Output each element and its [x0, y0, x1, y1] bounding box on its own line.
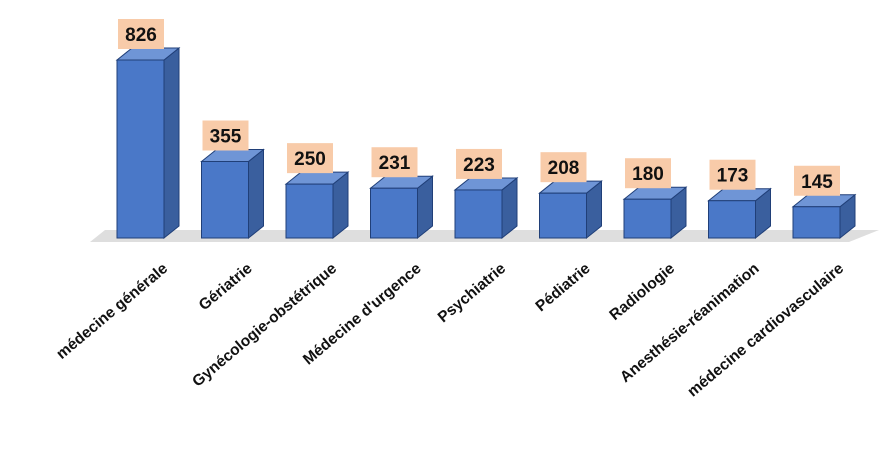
bar-front-face	[285, 183, 334, 239]
category-label: Gériatrie	[196, 260, 256, 314]
bar-9	[791, 193, 857, 240]
bar-front-face	[792, 206, 841, 239]
bar-1	[115, 46, 181, 240]
value-label: 250	[294, 149, 326, 170]
category-label: Psychiatrie	[435, 260, 510, 326]
value-label: 173	[717, 166, 749, 187]
bar-side-face	[248, 148, 264, 240]
value-label-box	[118, 19, 164, 49]
bar-5	[453, 176, 519, 240]
bar-front-face	[623, 198, 672, 239]
value-label-box	[540, 152, 587, 183]
value-label: 145	[801, 172, 833, 193]
bar-front-face	[539, 192, 587, 239]
bar-2	[200, 148, 265, 240]
value-label-box	[794, 165, 840, 196]
bar-front-face	[201, 160, 249, 239]
bar-front-face	[370, 187, 418, 239]
category-label: médecine cardiovasculaire	[684, 260, 847, 401]
bar-front-face	[454, 189, 503, 239]
category-label: médecine générale	[53, 260, 171, 363]
category-label: Anesthésie-réanimation	[617, 260, 763, 386]
bar-4	[369, 175, 434, 240]
bar-8	[707, 187, 772, 240]
value-label: 180	[632, 164, 664, 185]
value-label: 208	[548, 158, 580, 179]
bar-front-face	[708, 200, 756, 239]
value-label: 231	[379, 153, 411, 174]
value-label-box	[709, 159, 756, 190]
category-label: Gynécologie-obstétrique	[189, 260, 340, 391]
value-label-box	[287, 143, 333, 174]
category-labels-layer: médecine générale GériatrieGynécologie-ob…	[53, 260, 847, 401]
bar-front-face	[116, 59, 165, 239]
value-label-box	[625, 158, 671, 189]
category-label: Pédiatrie	[532, 260, 593, 315]
value-label-box	[456, 148, 502, 179]
bar-7	[622, 186, 688, 240]
bars-layer	[115, 46, 857, 240]
value-label: 355	[210, 126, 242, 147]
category-label: Radiologie	[606, 260, 678, 324]
value-label-box	[371, 147, 418, 178]
bar-side-face	[163, 46, 180, 240]
value-label: 223	[463, 155, 495, 176]
bar-3	[284, 171, 350, 240]
bar-6	[538, 180, 603, 240]
value-label-box	[202, 120, 249, 151]
value-labels-layer: 826 355 250 231 223 208 180 173 145	[118, 19, 840, 196]
value-label: 826	[125, 25, 157, 46]
